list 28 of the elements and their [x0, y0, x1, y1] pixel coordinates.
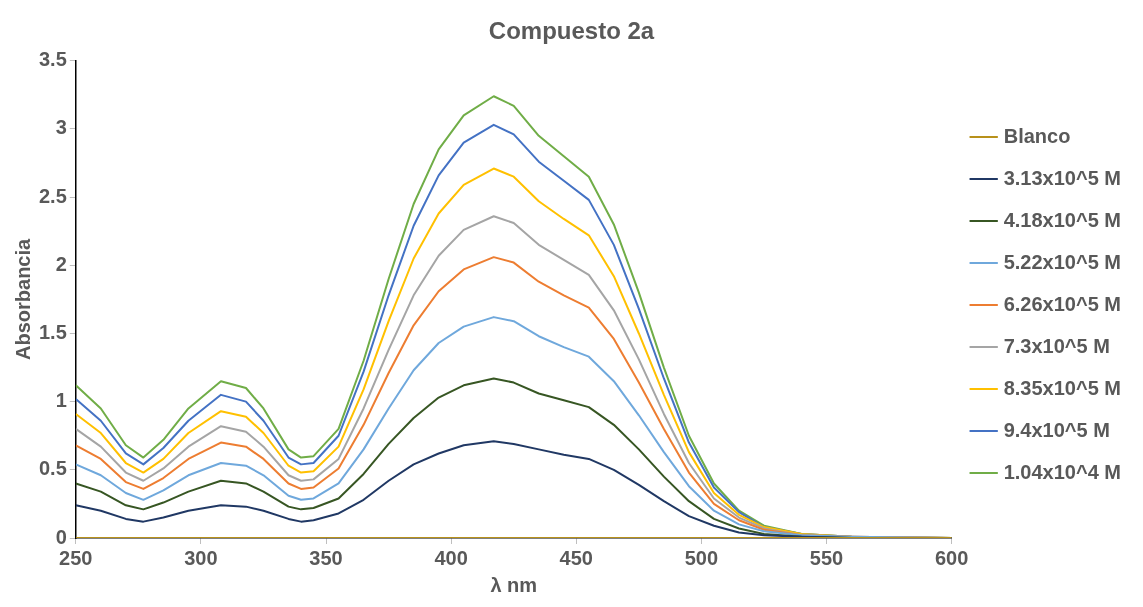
x-tick-label: 500 [684, 546, 719, 569]
x-tick-label: 600 [935, 546, 969, 569]
legend-label: 1.04x10^4 M [1003, 460, 1122, 483]
y-tick-label: 0 [55, 525, 67, 548]
x-tick-label: 450 [559, 546, 593, 569]
legend-label: 6.26x10^5 M [1003, 292, 1122, 315]
y-tick-label: 1 [55, 389, 67, 412]
y-tick-label: 1.5 [38, 321, 67, 343]
x-tick-label: 250 [59, 546, 93, 569]
y-tick-label: 3 [55, 116, 67, 139]
legend-label: 3.13x10^5 M [1003, 166, 1122, 189]
x-tick-label: 300 [184, 546, 218, 569]
legend-label: 9.4x10^5 M [1003, 418, 1110, 441]
legend-label: Blanco [1003, 124, 1071, 147]
y-tick-label: 2 [55, 252, 67, 275]
x-tick-label: 550 [809, 546, 844, 569]
x-tick-label: 350 [309, 546, 343, 569]
legend-label: 5.22x10^5 M [1003, 250, 1122, 273]
legend-label: 4.18x10^5 M [1003, 208, 1122, 231]
y-axis-title: Absorbancia [11, 237, 34, 360]
y-tick-label: 0.5 [38, 457, 67, 480]
y-tick-label: 2.5 [38, 184, 67, 207]
y-tick-label: 3.5 [38, 48, 67, 71]
legend-label: 7.3x10^5 M [1003, 334, 1110, 357]
chart-title: Compuesto 2a [488, 17, 655, 45]
x-axis-title: λ nm [490, 573, 538, 596]
x-tick-label: 400 [434, 546, 468, 569]
legend-label: 8.35x10^5 M [1003, 376, 1122, 399]
